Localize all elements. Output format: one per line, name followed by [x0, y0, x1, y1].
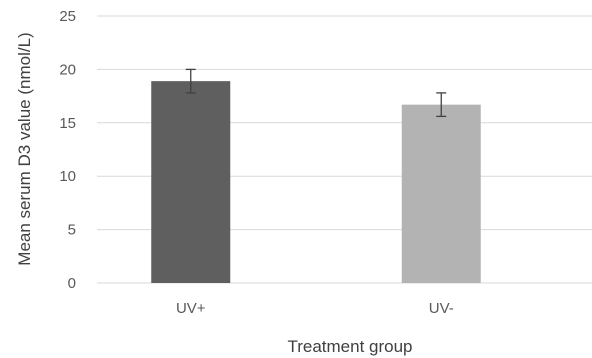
y-tick-label-20: 20	[59, 61, 76, 78]
y-tick-label-15: 15	[59, 115, 76, 132]
x-tick-label-0: UV+	[176, 300, 206, 317]
x-tick-label-1: UV-	[429, 300, 454, 317]
bar-1	[401, 104, 481, 283]
y-tick-label-5: 5	[68, 222, 76, 239]
bars	[151, 81, 481, 283]
y-tick-label-25: 25	[59, 8, 76, 25]
y-axis-tick-labels: 0 5 10 15 20 25	[59, 8, 76, 292]
bar-0	[151, 81, 231, 283]
y-tick-label-10: 10	[59, 168, 76, 185]
x-axis-tick-labels: UV+ UV-	[176, 300, 454, 317]
y-axis-title: Mean serum D3 value (nmol/L)	[15, 32, 34, 265]
x-axis-title: Treatment group	[287, 337, 412, 356]
error-bars	[185, 68, 447, 118]
y-tick-label-0: 0	[68, 275, 76, 292]
